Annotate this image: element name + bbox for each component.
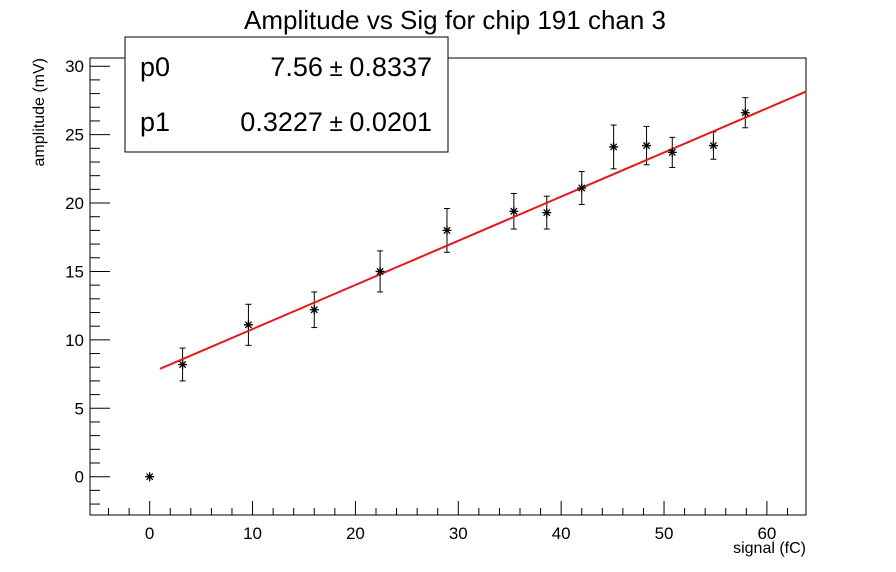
y-tick-label: 0: [75, 468, 84, 487]
data-point: [740, 108, 750, 118]
data-points: [145, 108, 750, 482]
data-point: [442, 225, 452, 235]
data-point: [145, 472, 155, 482]
x-tick-label: 0: [145, 524, 154, 543]
y-tick-label: 5: [75, 399, 84, 418]
data-point: [178, 359, 188, 369]
data-point: [708, 141, 718, 151]
y-axis-ticks: [90, 65, 110, 505]
x-tick-label: 40: [552, 524, 571, 543]
data-point: [642, 141, 652, 151]
plus-minus-symbol: ±: [323, 110, 350, 137]
y-axis-title: amplitude (mV): [31, 58, 48, 166]
stat-p0-name: p0: [140, 52, 170, 82]
data-point: [577, 183, 587, 193]
stats-box-frame: [124, 36, 449, 153]
data-point: [542, 208, 552, 218]
y-tick-label: 15: [65, 262, 84, 281]
data-point: [309, 305, 319, 315]
fit-line: [159, 90, 807, 370]
x-axis-tick-labels: 0 10 20 30 40 50 60: [145, 524, 776, 543]
x-tick-label: 20: [346, 524, 365, 543]
stat-p0-value-number: 7.56: [270, 52, 323, 82]
fit-stats-box: p0 7.56 ± 0.8337 p1 0.3227 ± 0.0201: [124, 36, 449, 153]
stat-p0-value: 7.56 ± 0.8337: [270, 52, 432, 82]
y-tick-label: 10: [65, 331, 84, 350]
stat-p1-value-number: 0.3227: [240, 107, 323, 137]
x-axis-title: signal (fC): [733, 540, 806, 557]
stat-p1-value: 0.3227 ± 0.0201: [240, 107, 432, 137]
y-axis-tick-labels: 0 5 10 15 20 25 30: [65, 57, 84, 486]
data-point: [667, 147, 677, 157]
x-tick-label: 10: [243, 524, 262, 543]
data-point: [609, 142, 619, 152]
x-tick-label: 30: [449, 524, 468, 543]
chart-title: Amplitude vs Sig for chip 191 chan 3: [244, 5, 666, 35]
data-point: [243, 320, 253, 330]
x-tick-label: 60: [757, 524, 776, 543]
stat-p1-name: p1: [140, 107, 170, 137]
y-tick-label: 20: [65, 194, 84, 213]
x-tick-label: 50: [655, 524, 674, 543]
stat-p1-error-number: 0.0201: [349, 107, 432, 137]
x-axis-ticks: [108, 501, 788, 515]
data-point: [509, 206, 519, 216]
y-tick-label: 30: [65, 57, 84, 76]
y-tick-label: 25: [65, 126, 84, 145]
data-point: [375, 266, 385, 276]
stat-p0-error-number: 0.8337: [349, 52, 432, 82]
plus-minus-symbol: ±: [323, 55, 350, 82]
